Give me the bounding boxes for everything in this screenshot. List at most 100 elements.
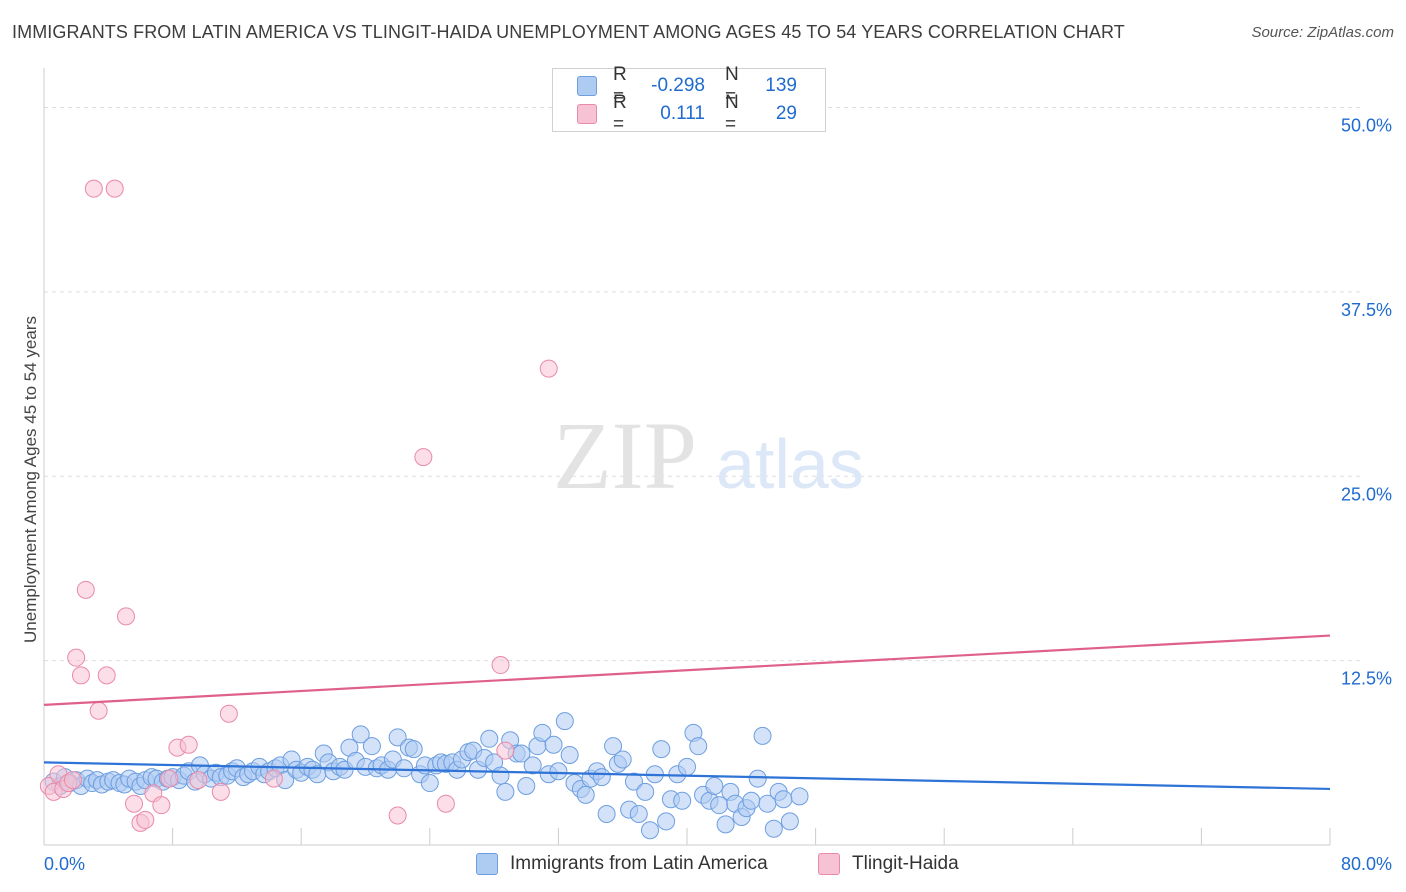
data-point-tlingit bbox=[63, 771, 82, 790]
data-point-tlingit bbox=[436, 794, 455, 813]
data-point-immigrants bbox=[533, 723, 552, 742]
x-tick-label: 80.0% bbox=[1341, 854, 1392, 874]
data-point-immigrants bbox=[657, 812, 676, 831]
data-point-immigrants bbox=[480, 729, 499, 748]
data-point-tlingit bbox=[125, 794, 144, 813]
data-point-immigrants bbox=[716, 815, 735, 834]
legend-r-label: R = bbox=[613, 92, 627, 135]
data-point-immigrants bbox=[395, 759, 414, 778]
data-point-immigrants bbox=[678, 757, 696, 776]
watermark-zip: ZIP bbox=[553, 402, 697, 509]
data-point-immigrants bbox=[592, 768, 611, 787]
legend-r-value: 0.111 bbox=[660, 103, 705, 124]
data-point-tlingit bbox=[539, 359, 558, 378]
data-point-immigrants bbox=[544, 735, 563, 754]
data-point-immigrants bbox=[560, 746, 579, 765]
data-point-immigrants bbox=[624, 772, 643, 791]
trend-line-immigrants bbox=[43, 761, 1331, 791]
data-point-tlingit bbox=[67, 648, 86, 667]
legend-label-immigrants: Immigrants from Latin America bbox=[510, 853, 768, 874]
data-point-immigrants bbox=[597, 805, 616, 824]
legend-swatch-blue bbox=[476, 853, 498, 875]
data-point-immigrants bbox=[753, 726, 772, 745]
data-point-immigrants bbox=[388, 728, 407, 747]
data-point-tlingit bbox=[136, 810, 155, 829]
data-point-immigrants bbox=[555, 712, 574, 731]
data-point-tlingit bbox=[116, 607, 135, 626]
y-tick-label: 50.0% bbox=[1341, 116, 1392, 136]
data-point-tlingit bbox=[388, 806, 407, 825]
legend-label-tlingit: Tlingit-Haida bbox=[852, 853, 959, 874]
data-point-tlingit bbox=[76, 580, 95, 599]
legend-item-immigrants: Immigrants from Latin America bbox=[476, 850, 768, 878]
y-axis-title: Unemployment Among Ages 45 to 54 years bbox=[21, 316, 40, 643]
data-point-immigrants bbox=[404, 740, 423, 759]
data-point-tlingit bbox=[211, 782, 230, 801]
data-point-immigrants bbox=[710, 796, 729, 815]
data-point-immigrants bbox=[362, 737, 381, 756]
legend-swatch-blue bbox=[577, 76, 597, 96]
legend-row-tlingit: R = 0.111 N = 29 bbox=[577, 92, 797, 135]
watermark-atlas: atlas bbox=[716, 425, 864, 503]
data-point-immigrants bbox=[780, 812, 799, 831]
chart-title: IMMIGRANTS FROM LATIN AMERICA VS TLINGIT… bbox=[12, 22, 1125, 42]
data-point-tlingit bbox=[89, 701, 108, 720]
data-point-immigrants bbox=[636, 782, 655, 801]
y-tick-label: 37.5% bbox=[1341, 300, 1392, 320]
legend-swatch-pink bbox=[577, 104, 597, 124]
stats-legend: R = -0.298 N = 139 R = 0.111 N = 29 bbox=[552, 64, 826, 135]
data-point-tlingit bbox=[179, 735, 198, 754]
data-point-tlingit bbox=[189, 771, 208, 790]
data-point-immigrants bbox=[742, 791, 761, 810]
data-point-immigrants bbox=[496, 782, 515, 801]
data-point-tlingit bbox=[97, 666, 116, 685]
data-point-immigrants bbox=[491, 766, 510, 785]
data-point-immigrants bbox=[629, 805, 648, 824]
trend-lines bbox=[43, 634, 1331, 791]
data-point-tlingit bbox=[496, 741, 515, 760]
legend-item-tlingit: Tlingit-Haida bbox=[818, 850, 959, 878]
data-point-immigrants bbox=[652, 740, 671, 759]
legend-n-label: N = bbox=[725, 64, 739, 107]
legend-r-label: R = bbox=[613, 64, 627, 107]
y-tick-label: 12.5% bbox=[1341, 669, 1392, 689]
legend-row-immigrants: R = -0.298 N = 139 bbox=[577, 64, 797, 107]
data-point-immigrants bbox=[604, 737, 623, 756]
legend-r-value: -0.298 bbox=[651, 75, 705, 96]
legend-n-label: N = bbox=[725, 92, 739, 135]
axes bbox=[43, 68, 1331, 846]
data-point-tlingit bbox=[71, 666, 90, 685]
legend-n-value: 139 bbox=[765, 75, 797, 96]
data-point-immigrants bbox=[790, 787, 809, 806]
data-point-immigrants bbox=[517, 777, 536, 795]
data-point-immigrants bbox=[420, 774, 439, 793]
data-point-immigrants bbox=[641, 821, 660, 840]
data-point-immigrants bbox=[613, 750, 632, 769]
trend-line-tlingit bbox=[43, 634, 1331, 706]
data-point-tlingit bbox=[152, 796, 171, 815]
x-tick-label: 0.0% bbox=[44, 854, 85, 874]
y-tick-label: 25.0% bbox=[1341, 484, 1392, 504]
data-point-immigrants bbox=[576, 785, 595, 804]
gridlines bbox=[44, 107, 1362, 662]
legend-swatch-pink bbox=[818, 853, 840, 875]
data-point-tlingit bbox=[219, 704, 238, 723]
data-point-immigrants bbox=[689, 737, 708, 756]
data-point-immigrants bbox=[351, 725, 370, 744]
data-point-immigrants bbox=[705, 777, 724, 795]
data-points bbox=[39, 179, 809, 840]
data-point-immigrants bbox=[748, 769, 767, 788]
data-point-tlingit bbox=[84, 179, 103, 198]
legend-n-value: 29 bbox=[775, 103, 797, 124]
data-point-immigrants bbox=[774, 790, 793, 809]
data-point-immigrants bbox=[549, 762, 568, 781]
source-label: Source: ZipAtlas.com bbox=[1251, 24, 1394, 41]
data-point-immigrants bbox=[673, 791, 692, 810]
data-point-tlingit bbox=[105, 179, 124, 198]
axis-labels: 12.5% 25.0% 37.5% 50.0% 0.0% 80.0% Unemploymen… bbox=[21, 116, 1392, 875]
data-point-tlingit bbox=[414, 448, 433, 467]
data-point-immigrants bbox=[764, 819, 783, 838]
data-point-tlingit bbox=[264, 769, 283, 788]
data-point-immigrants bbox=[523, 756, 542, 775]
